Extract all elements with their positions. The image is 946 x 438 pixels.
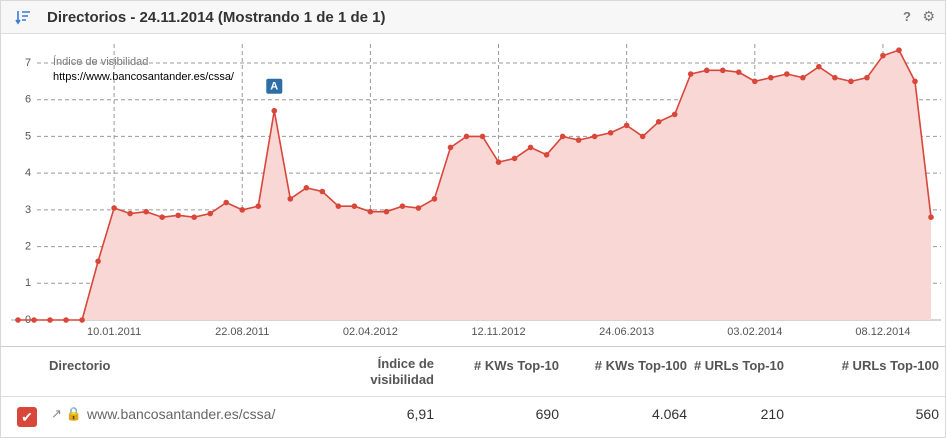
point <box>175 212 181 219</box>
column-header: Directorio <box>49 358 111 373</box>
point <box>896 47 902 53</box>
point <box>495 159 502 165</box>
line <box>18 49 932 321</box>
point <box>159 214 165 220</box>
y-tick-label: 5 <box>25 130 31 142</box>
settings[interactable]: ⚙ <box>922 8 935 24</box>
point <box>800 74 806 81</box>
sort-icon[interactable] <box>15 9 31 25</box>
point <box>255 203 262 209</box>
point <box>223 199 230 206</box>
y-tick-label: 3 <box>25 204 31 216</box>
y-tick-label: 7 <box>25 57 31 69</box>
point <box>463 133 470 140</box>
x-tick-label: 08.12.2014 <box>855 326 910 338</box>
chart: Índice de visibilidad https://www.bancos… <box>11 44 941 338</box>
point <box>143 208 149 215</box>
point <box>639 133 646 140</box>
point <box>575 137 582 143</box>
point <box>383 208 390 215</box>
point <box>880 52 886 59</box>
point <box>928 214 934 220</box>
point <box>816 63 822 70</box>
area <box>18 50 931 321</box>
cell: www.bancosantander.es/cssa/ <box>87 406 276 422</box>
column-header: # URLs Top-100 <box>841 358 939 373</box>
point <box>79 317 85 323</box>
point <box>431 196 438 202</box>
point <box>735 69 742 75</box>
header-title: Directorios - 24.11.2014 (Mostrando 1 de… <box>47 9 386 26</box>
column-header: # KWs Top-100 <box>594 358 687 373</box>
y-tick-label: 6 <box>25 94 31 106</box>
point <box>848 78 854 85</box>
y-tick-label: 2 <box>25 240 31 252</box>
point <box>607 129 614 136</box>
point <box>95 258 101 265</box>
x-tick-label: 24.06.2013 <box>599 326 654 338</box>
point <box>752 78 758 85</box>
point <box>399 203 406 209</box>
point <box>832 74 838 81</box>
point <box>559 133 566 140</box>
annotation-flag <box>266 78 283 94</box>
column-header: # KWs Top-10 <box>474 358 559 373</box>
help[interactable]: ? <box>903 9 911 24</box>
point <box>271 107 278 114</box>
point <box>768 74 774 81</box>
column-header: Índice de visibilidad <box>370 356 434 387</box>
legend-label: Índice de visibilidad <box>53 55 148 68</box>
point <box>367 208 374 215</box>
x-tick-label: 02.04.2012 <box>343 326 398 338</box>
point <box>15 317 21 323</box>
point <box>591 133 598 140</box>
point <box>623 122 630 129</box>
y-tick-label: 1 <box>25 277 31 289</box>
point <box>479 133 486 140</box>
point <box>671 111 678 118</box>
point <box>511 155 518 162</box>
point <box>784 71 790 77</box>
y-tick-label: 4 <box>25 167 31 179</box>
point <box>527 144 534 151</box>
point <box>415 205 422 211</box>
cell: 690 <box>535 406 559 422</box>
cell: 560 <box>915 406 939 422</box>
x-tick-label: 12.11.2012 <box>471 326 525 338</box>
point <box>31 317 37 323</box>
column-header: # URLs Top-10 <box>693 358 784 373</box>
annotation: A <box>270 81 278 93</box>
checkbox[interactable]: ✔ <box>17 407 37 427</box>
point <box>287 196 294 202</box>
link-icons[interactable]: ↗ 🔒 <box>51 406 82 421</box>
point <box>63 317 69 323</box>
legend-url: https://www.bancosantander.es/cssa/ <box>53 71 235 83</box>
point <box>335 203 342 209</box>
point <box>543 151 550 158</box>
cell: 6,91 <box>406 406 434 422</box>
cell: 210 <box>760 406 784 422</box>
point <box>303 185 310 191</box>
point <box>191 214 197 220</box>
point <box>127 210 133 217</box>
point <box>207 210 214 217</box>
header: Directorios - 24.11.2014 (Mostrando 1 de… <box>1 1 945 34</box>
point <box>655 118 662 125</box>
cell: 4.064 <box>651 406 687 422</box>
x-tick-label: 22.08.2011 <box>215 326 269 338</box>
point <box>703 67 710 74</box>
point <box>351 203 358 209</box>
x-tick-label: 10.01.2011 <box>87 326 141 338</box>
x-tick-label: 03.02.2014 <box>727 326 782 338</box>
point <box>111 205 117 211</box>
point <box>687 71 694 77</box>
point <box>47 317 53 323</box>
point <box>864 74 870 81</box>
point <box>239 207 246 213</box>
point <box>912 78 918 85</box>
point <box>719 67 726 74</box>
point <box>447 144 454 151</box>
point <box>319 188 326 195</box>
